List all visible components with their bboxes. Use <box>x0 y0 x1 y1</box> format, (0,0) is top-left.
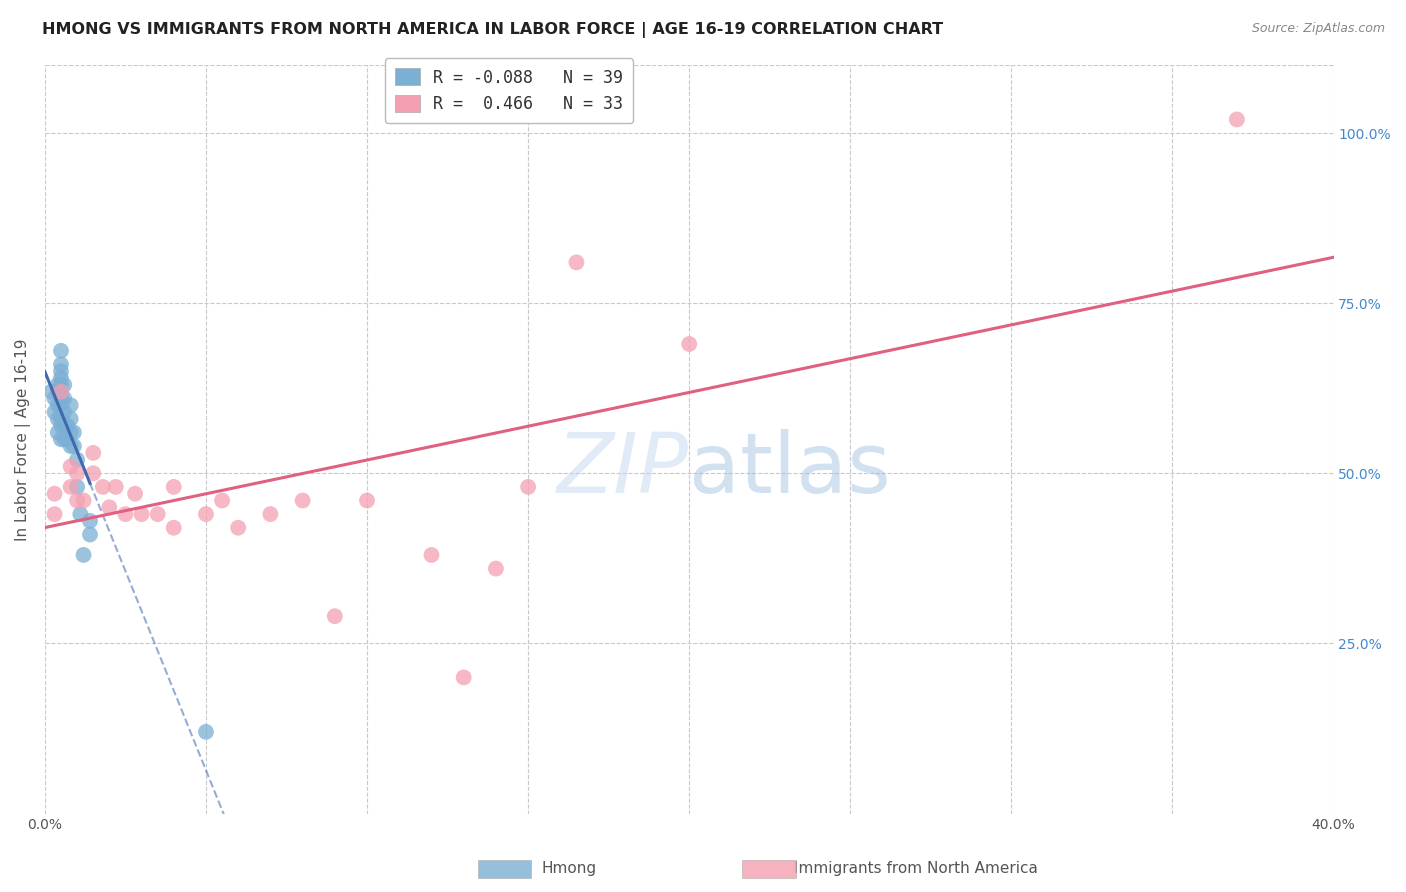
Point <box>49 358 72 372</box>
Point <box>124 486 146 500</box>
Point <box>53 405 76 419</box>
Point <box>79 514 101 528</box>
Point <box>63 425 86 440</box>
Point <box>66 480 89 494</box>
Point <box>356 493 378 508</box>
Point <box>59 425 82 440</box>
Point <box>44 405 66 419</box>
Point <box>259 507 281 521</box>
Point <box>49 398 72 412</box>
Point <box>49 432 72 446</box>
Point <box>66 493 89 508</box>
Point <box>46 377 69 392</box>
Point <box>72 548 94 562</box>
Point <box>59 398 82 412</box>
Point <box>53 377 76 392</box>
Point <box>323 609 346 624</box>
Point <box>131 507 153 521</box>
Point <box>49 412 72 426</box>
Point <box>49 371 72 385</box>
Point <box>49 418 72 433</box>
Point <box>49 343 72 358</box>
Y-axis label: In Labor Force | Age 16-19: In Labor Force | Age 16-19 <box>15 338 31 541</box>
Point <box>91 480 114 494</box>
Text: Source: ZipAtlas.com: Source: ZipAtlas.com <box>1251 22 1385 36</box>
Text: HMONG VS IMMIGRANTS FROM NORTH AMERICA IN LABOR FORCE | AGE 16-19 CORRELATION CH: HMONG VS IMMIGRANTS FROM NORTH AMERICA I… <box>42 22 943 38</box>
Point <box>46 425 69 440</box>
Point <box>59 412 82 426</box>
Point <box>56 432 79 446</box>
Text: ZIP: ZIP <box>557 429 689 509</box>
Point <box>46 384 69 399</box>
Point <box>211 493 233 508</box>
Point <box>59 439 82 453</box>
Point <box>69 507 91 521</box>
Point <box>66 452 89 467</box>
Point <box>56 418 79 433</box>
Point <box>59 459 82 474</box>
Point <box>59 480 82 494</box>
Point <box>49 364 72 378</box>
Point <box>41 384 63 399</box>
Point <box>53 432 76 446</box>
Point <box>49 392 72 406</box>
Point <box>420 548 443 562</box>
Point <box>678 337 700 351</box>
Point <box>163 480 186 494</box>
Point <box>1226 112 1249 127</box>
Point <box>44 507 66 521</box>
Point <box>517 480 540 494</box>
Legend: R = -0.088   N = 39, R =  0.466   N = 33: R = -0.088 N = 39, R = 0.466 N = 33 <box>385 58 633 123</box>
Point <box>453 670 475 684</box>
Point <box>49 384 72 399</box>
Point <box>72 493 94 508</box>
Point <box>226 521 249 535</box>
Point <box>49 384 72 399</box>
Point <box>44 392 66 406</box>
Point <box>46 412 69 426</box>
Point <box>82 446 104 460</box>
Point <box>82 467 104 481</box>
Point <box>63 439 86 453</box>
Text: Hmong: Hmong <box>541 862 596 876</box>
Text: Immigrants from North America: Immigrants from North America <box>794 862 1038 876</box>
Point <box>66 467 89 481</box>
Point <box>46 398 69 412</box>
Text: atlas: atlas <box>689 429 891 509</box>
Point <box>485 561 508 575</box>
Point <box>194 507 217 521</box>
Point <box>79 527 101 541</box>
Point <box>146 507 169 521</box>
Point <box>114 507 136 521</box>
Point <box>53 392 76 406</box>
Point <box>194 724 217 739</box>
Point <box>98 500 121 515</box>
Point <box>44 486 66 500</box>
Point <box>291 493 314 508</box>
Point <box>104 480 127 494</box>
Point <box>49 377 72 392</box>
Point <box>53 418 76 433</box>
Point <box>565 255 588 269</box>
Point <box>163 521 186 535</box>
